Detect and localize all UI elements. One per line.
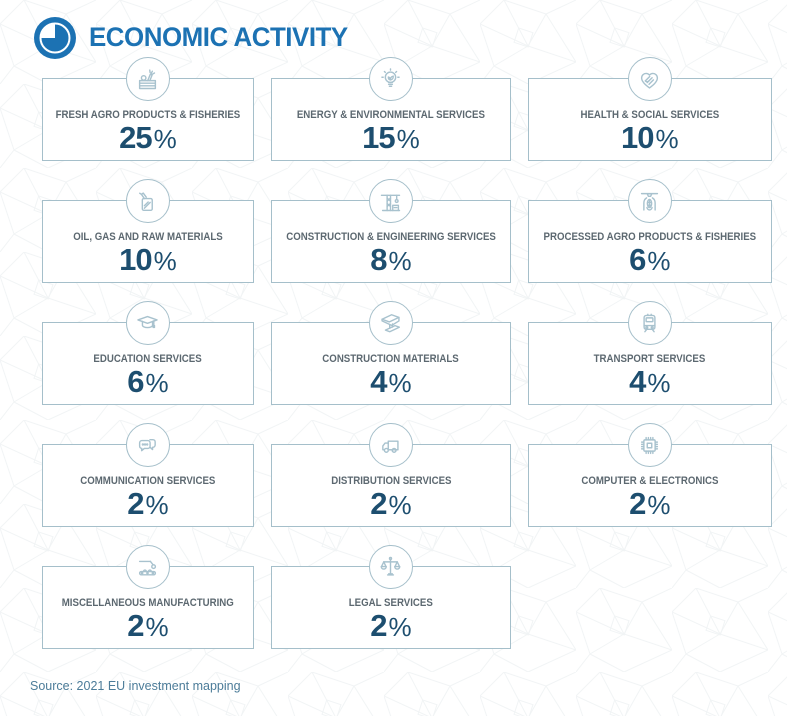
delivery-truck-icon — [368, 423, 413, 467]
category-value: 2% — [127, 488, 168, 519]
percent-number: 25 — [119, 120, 152, 155]
percent-number: 2 — [629, 486, 646, 521]
percent-number: 4 — [629, 364, 646, 399]
category-label: LEGAL SERVICES — [348, 597, 433, 609]
percent-number: 6 — [127, 364, 144, 399]
scales-icon — [368, 545, 413, 589]
oil-can-icon — [125, 179, 170, 223]
percent-number: 10 — [621, 120, 654, 155]
category-value: 6% — [127, 366, 168, 397]
category-value: 6% — [629, 244, 670, 275]
percent-number: 6 — [629, 242, 646, 277]
category-label: ENERGY & ENVIRONMENTAL SERVICES — [296, 109, 485, 121]
card-energy-environmental-services: ENERGY & ENVIRONMENTAL SERVICES 15% — [270, 57, 512, 161]
card-distribution-services: DISTRIBUTION SERVICES 2% — [270, 423, 512, 527]
card-transport-services: TRANSPORT SERVICES 4% — [528, 301, 772, 405]
category-value: 2% — [127, 610, 168, 641]
category-label: TRANSPORT SERVICES — [593, 353, 706, 365]
percent-sign: % — [388, 246, 412, 276]
card-health-social-services: HEALTH & SOCIAL SERVICES 10% — [528, 57, 772, 161]
percent-number: 2 — [127, 486, 144, 521]
percent-number: 10 — [119, 242, 152, 277]
percent-number: 2 — [127, 608, 144, 643]
category-label: PROCESSED AGRO PRODUCTS & FISHERIES — [543, 231, 757, 243]
card-oil-gas-raw-materials: OIL, GAS AND RAW MATERIALS 10% — [42, 179, 254, 283]
category-value: 2% — [370, 488, 411, 519]
category-value: 2% — [629, 488, 670, 519]
cpu-chip-icon — [627, 423, 672, 467]
card-education-services: EDUCATION SERVICES 6% — [42, 301, 254, 405]
percent-sign: % — [145, 490, 169, 520]
card-legal-services: LEGAL SERVICES 2% — [270, 545, 512, 649]
card-construction-engineering-services: CONSTRUCTION & ENGINEERING SERVICES 8% — [270, 179, 512, 283]
page-title: ECONOMIC ACTIVITY — [89, 22, 348, 52]
card-computer-electronics: COMPUTER & ELECTRONICS 2% — [528, 423, 772, 527]
speech-bubbles-icon — [125, 423, 170, 467]
steel-beam-icon — [368, 301, 413, 345]
percent-sign: % — [647, 490, 671, 520]
card-construction-materials: CONSTRUCTION MATERIALS 4% — [270, 301, 512, 405]
percent-sign: % — [655, 124, 679, 154]
factory-arm-icon — [125, 545, 170, 589]
card-fresh-agro-products-fisheries: FRESH AGRO PRODUCTS & FISHERIES 25% — [42, 57, 254, 161]
percent-sign: % — [647, 246, 671, 276]
processing-machine-icon — [627, 179, 672, 223]
category-label: COMMUNICATION SERVICES — [80, 475, 216, 487]
percent-number: 4 — [370, 364, 387, 399]
train-icon — [627, 301, 672, 345]
category-value: 10% — [119, 244, 177, 275]
heart-hand-icon — [627, 57, 672, 101]
category-value: 10% — [621, 122, 679, 153]
category-label: DISTRIBUTION SERVICES — [330, 475, 452, 487]
card-communication-services: COMMUNICATION SERVICES 2% — [42, 423, 254, 527]
percent-number: 15 — [362, 120, 395, 155]
category-label: EDUCATION SERVICES — [93, 353, 203, 365]
category-label: COMPUTER & ELECTRONICS — [581, 475, 719, 487]
pie-chart-logo-icon — [34, 16, 76, 59]
percent-number: 2 — [370, 608, 387, 643]
category-value: 15% — [362, 122, 420, 153]
percent-sign: % — [647, 368, 671, 398]
percent-sign: % — [145, 368, 169, 398]
category-label: CONSTRUCTION MATERIALS — [322, 353, 460, 365]
percent-number: 8 — [370, 242, 387, 277]
percent-sign: % — [388, 612, 412, 642]
header: ECONOMIC ACTIVITY — [0, 0, 787, 60]
category-value: 25% — [119, 122, 177, 153]
card-processed-agro-products-fisheries: PROCESSED AGRO PRODUCTS & FISHERIES 6% — [528, 179, 772, 283]
percent-sign: % — [153, 124, 177, 154]
category-grid: FRESH AGRO PRODUCTS & FISHERIES 25% ENER… — [42, 57, 772, 649]
graduation-cap-icon — [125, 301, 170, 345]
category-value: 2% — [370, 610, 411, 641]
percent-sign: % — [153, 246, 177, 276]
category-label: FRESH AGRO PRODUCTS & FISHERIES — [55, 109, 241, 121]
percent-sign: % — [145, 612, 169, 642]
category-label: HEALTH & SOCIAL SERVICES — [580, 109, 720, 121]
percent-sign: % — [396, 124, 420, 154]
card-miscellaneous-manufacturing: MISCELLANEOUS MANUFACTURING 2% — [42, 545, 254, 649]
percent-sign: % — [388, 368, 412, 398]
category-value: 4% — [629, 366, 670, 397]
category-label: CONSTRUCTION & ENGINEERING SERVICES — [286, 231, 496, 243]
category-value: 4% — [370, 366, 411, 397]
produce-crate-icon — [125, 57, 170, 101]
source-note: Source: 2021 EU investment mapping — [30, 679, 241, 693]
crane-icon — [368, 179, 413, 223]
category-label: MISCELLANEOUS MANUFACTURING — [61, 597, 234, 609]
percent-sign: % — [388, 490, 412, 520]
category-value: 8% — [370, 244, 411, 275]
eco-bulb-icon — [368, 57, 413, 101]
percent-number: 2 — [370, 486, 387, 521]
category-label: OIL, GAS AND RAW MATERIALS — [73, 231, 223, 243]
